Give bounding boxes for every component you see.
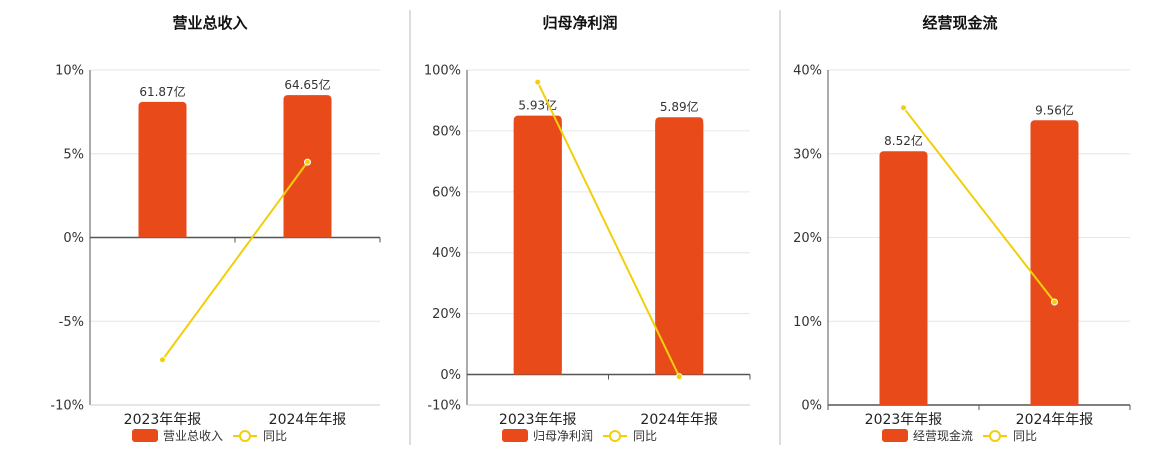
legend-line-label: 同比 — [633, 429, 657, 443]
yoy-point — [1051, 298, 1058, 306]
legend-bar-label: 归母净利润 — [533, 429, 593, 443]
chart-panel-3: 经营现金流 40% 30% 20% 10% 0% 8.52亿 9.56亿 2023年年报 2024… — [793, 14, 1131, 443]
chart-title: 营业总收入 — [172, 14, 247, 32]
y-tick-label: 40% — [793, 64, 822, 79]
y-tick-label: 0% — [63, 231, 84, 246]
x-category-label: 2023年年报 — [124, 412, 202, 428]
bar-data-label: 9.56亿 — [1035, 102, 1074, 117]
legend-bar-label: 经营现金流 — [913, 428, 973, 443]
chart-title: 经营现金流 — [922, 14, 997, 32]
bar-data-label: 5.89亿 — [660, 99, 699, 114]
y-tick-label: 0% — [801, 399, 822, 414]
yoy-point — [675, 373, 683, 381]
legend-line-label: 同比 — [263, 429, 287, 443]
legend-bar-swatch — [132, 429, 158, 442]
legend-bar-swatch — [502, 429, 528, 442]
x-category-label: 2023年年报 — [499, 412, 577, 428]
y-tick-label: 5% — [63, 147, 84, 162]
y-tick-label: -10% — [427, 399, 461, 414]
yoy-point — [900, 104, 907, 112]
bar-data-label: 61.87亿 — [139, 84, 185, 99]
legend-line-label: 同比 — [1013, 429, 1037, 443]
x-category-label: 2023年年报 — [865, 412, 943, 428]
y-tick-label: 30% — [793, 147, 822, 162]
chart-title: 归母净利润 — [542, 14, 617, 32]
y-tick-label: 10% — [55, 64, 84, 79]
legend-bar-label: 营业总收入 — [163, 429, 223, 443]
chart-panel-1: 营业总收入 10% 5% 0% -5% -10% 61.87亿 64.65亿 2023年年报 20… — [50, 14, 381, 443]
y-tick-label: 60% — [432, 185, 461, 200]
y-tick-label: 10% — [793, 315, 822, 330]
yoy-line — [536, 81, 681, 378]
yoy-line — [902, 107, 1056, 303]
yoy-line — [161, 161, 309, 361]
y-tick-label: 0% — [440, 368, 461, 383]
bar-body — [879, 157, 928, 405]
bar-body — [513, 121, 562, 375]
legend-line-marker — [239, 430, 251, 442]
bar-body — [655, 123, 704, 375]
yoy-point — [534, 78, 542, 86]
legend-bar-swatch — [882, 429, 908, 442]
bar-data-label: 8.52亿 — [884, 133, 923, 148]
legend-line-marker — [609, 430, 621, 442]
yoy-point — [159, 356, 166, 364]
y-tick-label: -10% — [50, 399, 84, 414]
y-tick-label: 40% — [432, 246, 461, 261]
y-tick-label: 80% — [432, 124, 461, 139]
y-tick-label: -5% — [59, 315, 84, 330]
bar-body — [1030, 126, 1079, 405]
x-category-label: 2024年年报 — [1016, 412, 1094, 428]
x-category-label: 2024年年报 — [269, 412, 347, 428]
bar-body — [138, 107, 187, 238]
y-tick-label: 20% — [793, 231, 822, 246]
bar-data-label: 64.65亿 — [284, 77, 330, 92]
yoy-point — [304, 158, 311, 166]
y-tick-label: 20% — [432, 307, 461, 322]
legend-line-marker — [989, 430, 1001, 442]
y-tick-label: 100% — [424, 64, 461, 79]
bar-body — [283, 101, 332, 238]
x-category-label: 2024年年报 — [640, 412, 718, 428]
